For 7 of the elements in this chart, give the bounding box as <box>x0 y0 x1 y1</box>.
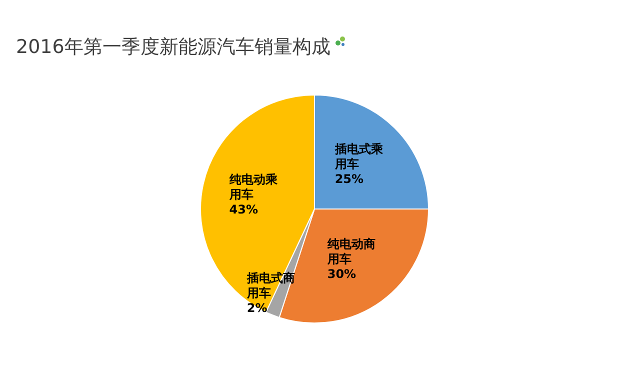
slice-label: 纯电动乘用车 <box>228 172 278 202</box>
slice-label: 插电式乘用车 <box>334 142 384 171</box>
data-label: 25% <box>334 172 364 186</box>
data-label: 43% <box>229 202 258 216</box>
slice-label: 纯电动商用车 <box>326 236 376 266</box>
chart-title: 2016年第一季度新能源汽车销量构成 <box>16 35 330 60</box>
data-label: 30% <box>327 266 356 281</box>
